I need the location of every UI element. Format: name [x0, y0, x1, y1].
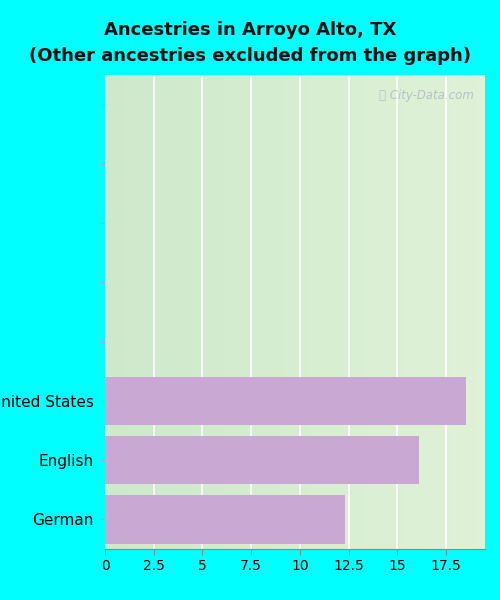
Text: ⓘ City-Data.com: ⓘ City-Data.com: [378, 89, 474, 102]
Bar: [105, 495, 344, 544]
Bar: [105, 377, 466, 425]
Bar: [105, 436, 418, 484]
Text: Ancestries in Arroyo Alto, TX: Ancestries in Arroyo Alto, TX: [104, 21, 396, 39]
Bar: [105, 377, 466, 425]
Text: (Other ancestries excluded from the graph): (Other ancestries excluded from the grap…: [29, 47, 471, 65]
Bar: [105, 495, 344, 544]
Bar: [105, 436, 418, 484]
